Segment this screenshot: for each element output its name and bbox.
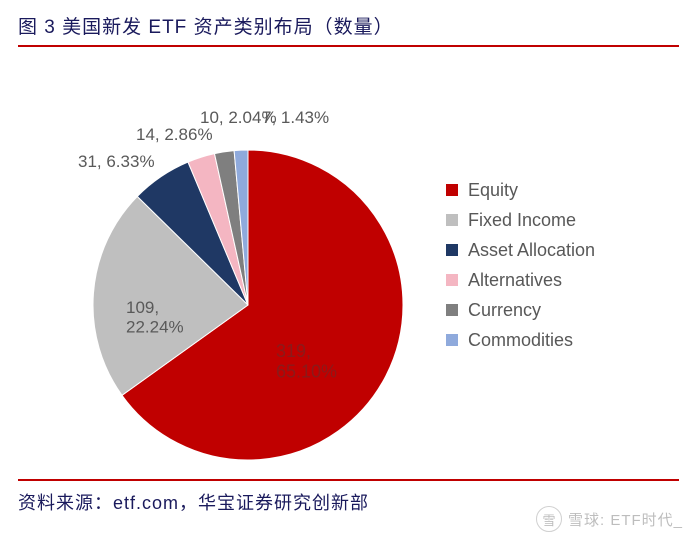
legend-swatch: [446, 214, 458, 226]
legend-swatch: [446, 274, 458, 286]
legend-swatch: [446, 334, 458, 346]
slice-label: 31, 6.33%: [78, 152, 155, 171]
legend: Equity Fixed Income Asset Allocation Altern…: [446, 171, 595, 360]
watermark-icon: 雪: [536, 506, 562, 532]
legend-swatch: [446, 304, 458, 316]
legend-label: Fixed Income: [468, 210, 576, 231]
legend-label: Alternatives: [468, 270, 562, 291]
legend-item: Currency: [446, 300, 595, 321]
legend-label: Equity: [468, 180, 518, 201]
legend-label: Currency: [468, 300, 541, 321]
legend-item: Commodities: [446, 330, 595, 351]
legend-item: Alternatives: [446, 270, 595, 291]
figure-title: 图 3 美国新发 ETF 资产类别布局（数量）: [18, 12, 679, 39]
chart-area: 319,65.10%109,22.24%31, 6.33%14, 2.86%10…: [18, 55, 679, 475]
legend-item: Asset Allocation: [446, 240, 595, 261]
pie-chart: 319,65.10%109,22.24%31, 6.33%14, 2.86%10…: [18, 55, 438, 475]
legend-item: Fixed Income: [446, 210, 595, 231]
title-bar: 图 3 美国新发 ETF 资产类别布局（数量）: [18, 12, 679, 47]
legend-label: Asset Allocation: [468, 240, 595, 261]
slice-label: 14, 2.86%: [136, 125, 213, 144]
watermark-text: 雪球: ETF时代_: [568, 509, 683, 530]
legend-swatch: [446, 184, 458, 196]
slice-label: 7, 1.43%: [262, 108, 329, 127]
legend-swatch: [446, 244, 458, 256]
legend-item: Equity: [446, 180, 595, 201]
legend-label: Commodities: [468, 330, 573, 351]
watermark: 雪 雪球: ETF时代_: [536, 506, 683, 532]
